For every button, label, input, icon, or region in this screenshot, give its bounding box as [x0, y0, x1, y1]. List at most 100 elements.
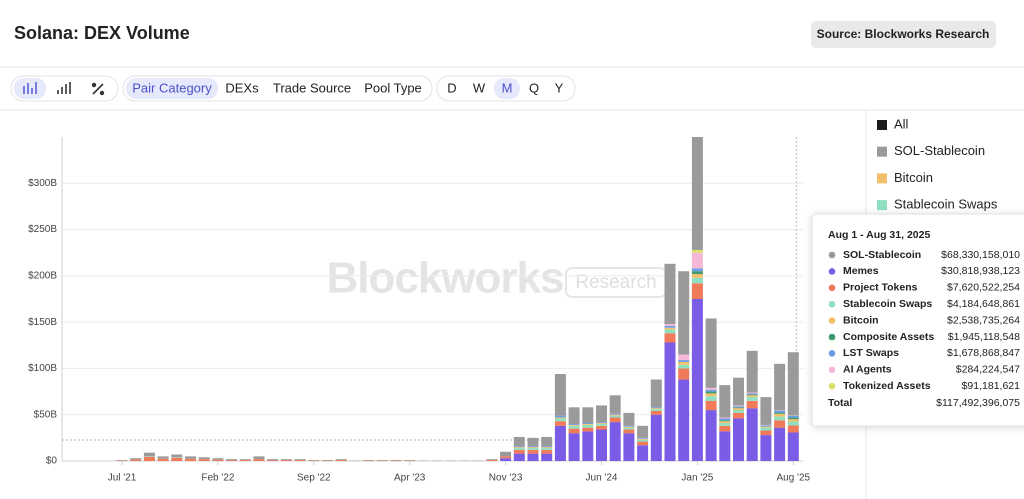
- grouping-tab[interactable]: Trade Source: [273, 80, 351, 95]
- period-tab[interactable]: Y: [555, 80, 564, 95]
- bar-segment: [267, 459, 279, 461]
- tooltip-value: $1,678,868,847: [947, 347, 1020, 359]
- bar-segment: [554, 415, 566, 418]
- grouping-tab[interactable]: Pair Category: [132, 80, 212, 95]
- bar-segment: [705, 410, 717, 461]
- bar-segment: [691, 252, 703, 269]
- legend-swatch[interactable]: [877, 146, 887, 157]
- legend-swatch[interactable]: [877, 173, 887, 184]
- legend-swatch[interactable]: [877, 120, 887, 130]
- x-tick-label: Jul '21: [108, 473, 137, 484]
- bar-segment: [705, 400, 717, 411]
- bar-segment: [554, 417, 566, 419]
- bar-segment: [733, 408, 744, 411]
- bar-segment: [267, 460, 279, 461]
- bar-segment: [705, 391, 717, 394]
- bar-segment: [705, 393, 717, 397]
- bar-segment: [691, 249, 703, 253]
- bar-segment: [568, 428, 580, 434]
- period-tab[interactable]: D: [447, 80, 456, 95]
- legend-label[interactable]: Bitcoin: [894, 170, 933, 185]
- bar-segment: [623, 412, 635, 426]
- chart-type-active[interactable]: [14, 78, 46, 99]
- percent-icon[interactable]: [91, 82, 105, 96]
- tooltip-value: $91,181,621: [962, 380, 1021, 392]
- source-badge[interactable]: [811, 21, 996, 48]
- bar-segment: [157, 456, 169, 459]
- bar-segment: [637, 438, 649, 440]
- bar-segment: [650, 414, 662, 461]
- bar-segment: [719, 423, 731, 426]
- bar-segment: [760, 435, 772, 461]
- bar-segment: [787, 419, 799, 422]
- bar-segment: [609, 422, 621, 461]
- period-tab[interactable]: Q: [529, 80, 539, 95]
- tooltip-box: [811, 213, 1024, 427]
- tooltip-value: $30,818,938,123: [941, 265, 1020, 277]
- bar-segment: [253, 459, 265, 461]
- bar-segment: [705, 389, 717, 392]
- bar-icon[interactable]: [23, 82, 37, 94]
- bar-segment: [637, 439, 649, 442]
- bar-segment: [212, 458, 224, 460]
- bar-segment: [486, 460, 498, 461]
- bar-segment: [664, 342, 676, 461]
- period-tab[interactable]: W: [473, 80, 486, 95]
- bar-segment: [239, 459, 251, 461]
- legend-swatch[interactable]: [877, 200, 887, 211]
- bar-segment: [582, 424, 594, 428]
- bar-segment: [664, 325, 676, 328]
- bar-segment: [760, 397, 772, 425]
- bar-segment: [130, 459, 142, 461]
- bar-segment: [527, 449, 539, 454]
- legend-label[interactable]: Stablecoin Swaps: [894, 197, 998, 212]
- bar-segment: [143, 456, 155, 461]
- legend: All SOL-Stablecoin Bitcoin Stablecoin Swaps: [877, 116, 998, 212]
- bar-segment: [609, 395, 621, 414]
- bar-segment: [596, 425, 607, 430]
- bar-segment: [733, 406, 744, 408]
- bar-segment: [650, 379, 662, 408]
- bar-segment: [650, 408, 662, 410]
- bar-segment: [733, 410, 744, 413]
- legend-label[interactable]: SOL-Stablecoin: [894, 143, 985, 158]
- bar-segment: [787, 421, 799, 426]
- bar-segment: [623, 427, 635, 430]
- bar-segment: [760, 427, 772, 431]
- legend-label[interactable]: All: [894, 116, 909, 131]
- bar-segment: [637, 437, 649, 439]
- tooltip-series: Bitcoin: [843, 314, 879, 326]
- bar-segment: [746, 392, 758, 394]
- bar-segment: [582, 431, 594, 461]
- bar-segment: [609, 417, 621, 423]
- bar-segment: [733, 405, 744, 407]
- bar-segment: [541, 449, 553, 454]
- bar-segment: [650, 407, 662, 409]
- bar-segment: [733, 412, 744, 419]
- watermark: Blockworks: [327, 254, 564, 303]
- x-tick-label: Feb '22: [201, 473, 234, 484]
- bar-segment: [527, 447, 539, 449]
- tooltip-dot: [828, 366, 836, 374]
- bar-segment: [596, 429, 607, 461]
- bar-segment: [787, 432, 799, 461]
- bar-segment: [637, 445, 649, 461]
- period-tab[interactable]: M: [502, 80, 513, 95]
- bar-icon-alt[interactable]: [57, 82, 71, 94]
- tooltip-value: $68,330,158,010: [941, 249, 1020, 261]
- plot: Blockworks Research $0 $50B $100B $150B $200B $…: [28, 137, 811, 484]
- bar-segment: [568, 407, 580, 424]
- bar-segment: [746, 350, 758, 393]
- bar-segment: [760, 426, 772, 428]
- grouping-tab[interactable]: Pool Type: [364, 80, 422, 95]
- bar-segment: [212, 459, 224, 461]
- bar-segment: [226, 459, 238, 461]
- grouping-tab[interactable]: DEXs: [225, 80, 259, 95]
- bar-segment: [678, 368, 690, 380]
- bar-segment: [719, 417, 731, 419]
- bar-segment: [486, 459, 498, 461]
- bar-segment: [527, 448, 539, 450]
- bar-segment: [582, 407, 594, 424]
- bar-segment: [678, 364, 690, 369]
- bar-segment: [664, 323, 676, 326]
